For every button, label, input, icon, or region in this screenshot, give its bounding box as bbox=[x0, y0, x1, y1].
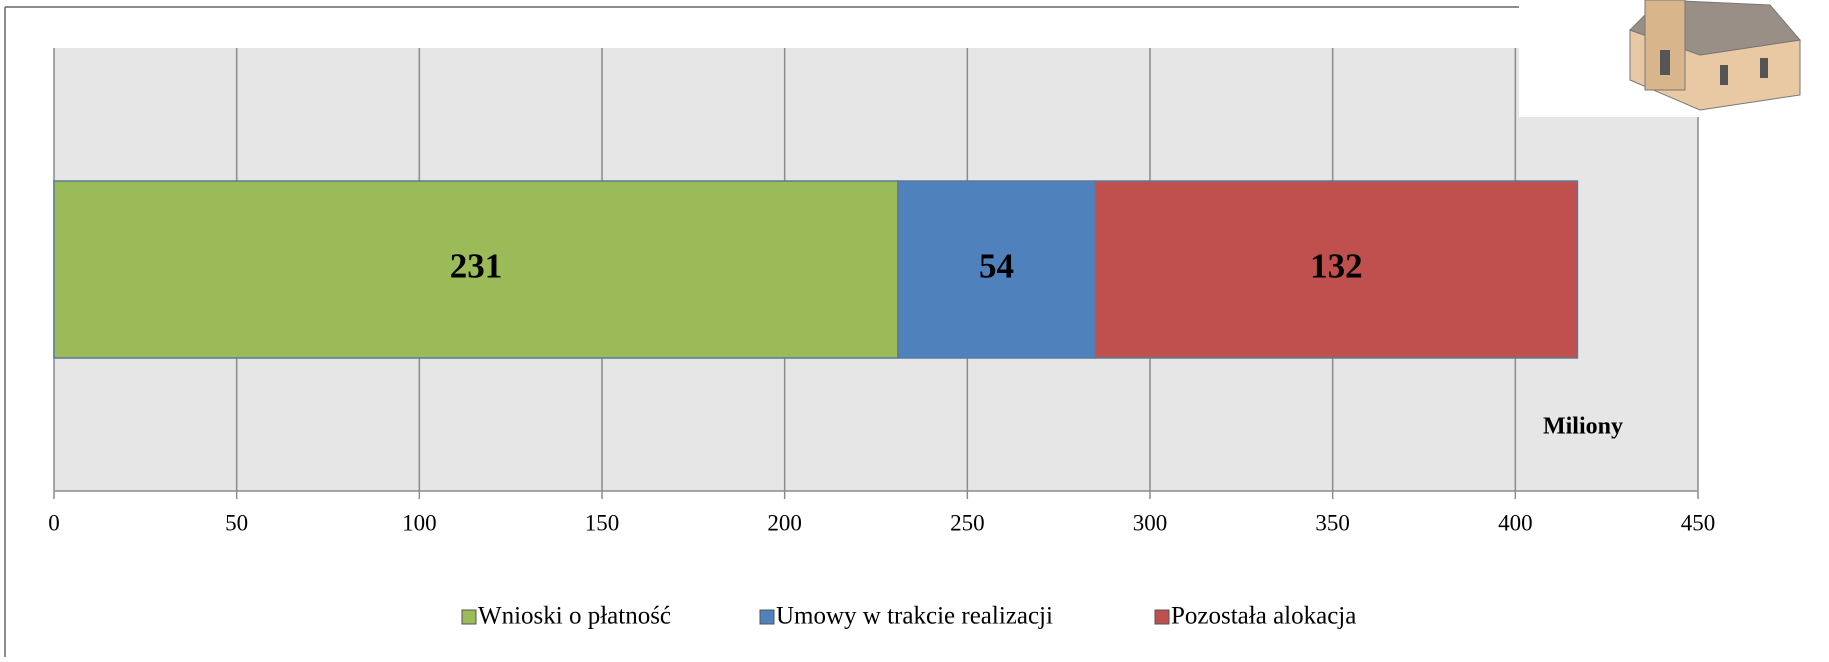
x-tick-label: 300 bbox=[1133, 510, 1168, 535]
legend-label: Umowy w trakcie realizacji bbox=[776, 603, 1053, 630]
legend-swatch bbox=[759, 609, 775, 625]
x-tick-label: 250 bbox=[950, 510, 985, 535]
x-tick-label: 100 bbox=[402, 510, 437, 535]
legend-swatch bbox=[1154, 609, 1170, 625]
data-label: 54 bbox=[979, 247, 1014, 286]
legend-label: Wnioski o płatność bbox=[478, 603, 671, 630]
axis-unit: Miliony bbox=[1543, 414, 1623, 440]
data-label: 132 bbox=[1310, 247, 1363, 286]
x-tick-label: 400 bbox=[1498, 510, 1533, 535]
x-tick-label: 200 bbox=[767, 510, 802, 535]
building-icon bbox=[1629, 0, 1801, 111]
x-tick-label: 350 bbox=[1315, 510, 1350, 535]
x-tick-label: 450 bbox=[1681, 510, 1716, 535]
bar-segment bbox=[53, 180, 899, 359]
x-tick-label: 150 bbox=[585, 510, 620, 535]
bar-segment bbox=[1094, 180, 1579, 359]
x-tick-label: 50 bbox=[225, 510, 248, 535]
x-tick-label: 0 bbox=[48, 510, 60, 535]
legend-swatch bbox=[461, 609, 477, 625]
bar-segment bbox=[897, 180, 1096, 359]
legend-label: Pozostała alokacja bbox=[1171, 603, 1356, 630]
data-label: 231 bbox=[450, 247, 503, 286]
